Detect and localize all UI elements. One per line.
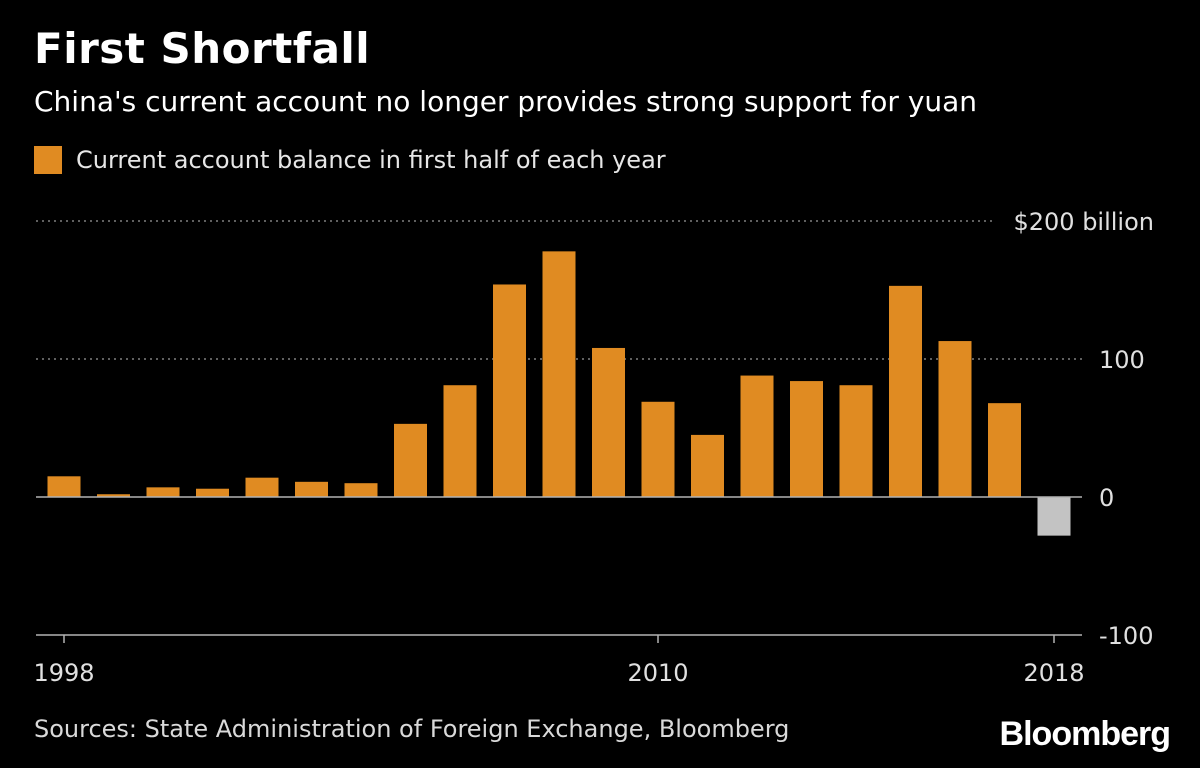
bar-2016 <box>938 341 972 497</box>
bar-1999 <box>97 494 130 497</box>
bar-2005 <box>394 423 427 497</box>
y-tick-label--100: -100 <box>1099 622 1153 650</box>
x-tick-label-1998: 1998 <box>33 659 94 687</box>
y-tick-label-200: $200 billion <box>1013 208 1154 236</box>
y-tick-label-100: 100 <box>1099 346 1145 374</box>
bar-2004 <box>344 483 378 497</box>
bloomberg-logo: Bloomberg <box>999 715 1171 753</box>
bar-2006 <box>443 385 477 497</box>
legend-label: Current account balance in first half of… <box>76 146 666 174</box>
bar-2007 <box>493 284 526 497</box>
bar-2013 <box>790 381 823 497</box>
source-note: Sources: State Administration of Foreign… <box>34 715 790 743</box>
bar-2011 <box>691 434 724 497</box>
chart-subtitle: China's current account no longer provid… <box>34 85 978 118</box>
bar-2009 <box>592 347 625 497</box>
x-tick-label-2010: 2010 <box>627 659 688 687</box>
legend-swatch <box>34 146 62 174</box>
chart-title: First Shortfall <box>34 24 371 73</box>
bar-2018 <box>1037 497 1071 536</box>
bar-2002 <box>245 477 279 497</box>
bar-2001 <box>196 488 229 497</box>
bar-2014 <box>839 385 873 497</box>
bar-2010 <box>641 401 675 497</box>
x-tick-label-2018: 2018 <box>1023 659 1084 687</box>
y-tick-label-0: 0 <box>1099 484 1114 512</box>
bar-1998 <box>47 476 81 497</box>
bar-2000 <box>146 487 180 497</box>
bar-2012 <box>740 375 774 497</box>
bar-2003 <box>295 481 328 497</box>
bar-2008 <box>542 251 576 497</box>
bar-2015 <box>889 285 922 497</box>
bar-2017 <box>988 403 1021 497</box>
legend: Current account balance in first half of… <box>34 146 666 174</box>
